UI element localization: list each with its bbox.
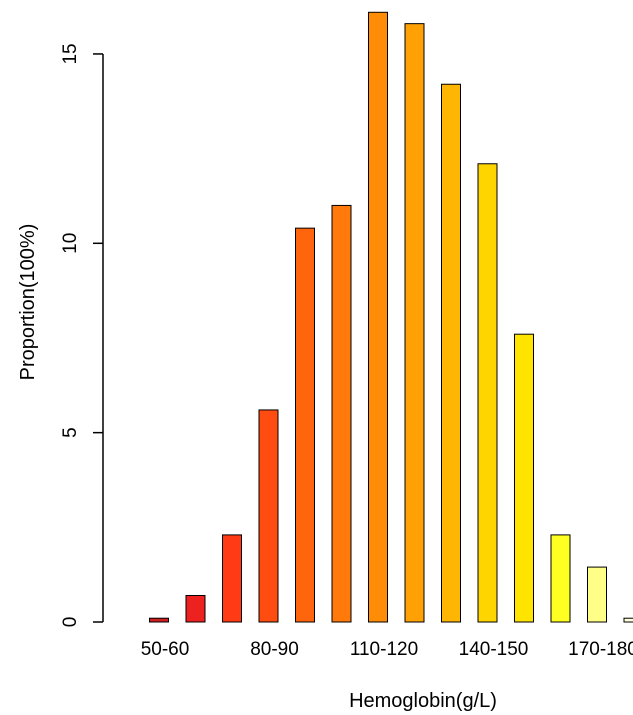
bar-110-120 xyxy=(368,11,388,623)
x-tick-label: 170-180 xyxy=(568,639,633,660)
x-tick-label: 80-90 xyxy=(250,639,299,660)
x-tick-label: 50-60 xyxy=(141,639,190,660)
x-tick-label: 110-120 xyxy=(350,639,418,660)
bar-100-110 xyxy=(331,204,352,623)
bar-120-130 xyxy=(404,23,425,623)
bars-group xyxy=(149,11,633,623)
y-axis-title: Proportion(100%) xyxy=(17,224,39,381)
bar-180-190 xyxy=(623,617,633,623)
bar-150-160 xyxy=(514,333,534,623)
x-axis-labels: 50-60 80-90 110-120 140-150 170-180 xyxy=(141,639,633,660)
bar-170-180 xyxy=(587,566,607,623)
y-tick-label: 0 xyxy=(60,617,81,628)
bar-60-70 xyxy=(185,594,206,623)
y-tick-label: 10 xyxy=(60,233,81,254)
y-tick-label: 15 xyxy=(60,43,81,64)
y-tick-label: 5 xyxy=(60,427,81,438)
bar-70-80 xyxy=(222,534,242,623)
bar-130-140 xyxy=(441,83,461,623)
x-axis-title: Hemoglobin(g/L) xyxy=(349,690,497,712)
y-axis: 0 5 10 15 xyxy=(60,43,104,628)
bar-80-90 xyxy=(258,409,279,623)
bar-160-170 xyxy=(550,534,571,623)
x-tick-label: 140-150 xyxy=(459,639,529,660)
bar-90-100 xyxy=(295,227,315,623)
bar-50-60 xyxy=(149,617,169,623)
bar-140-150 xyxy=(477,163,498,623)
